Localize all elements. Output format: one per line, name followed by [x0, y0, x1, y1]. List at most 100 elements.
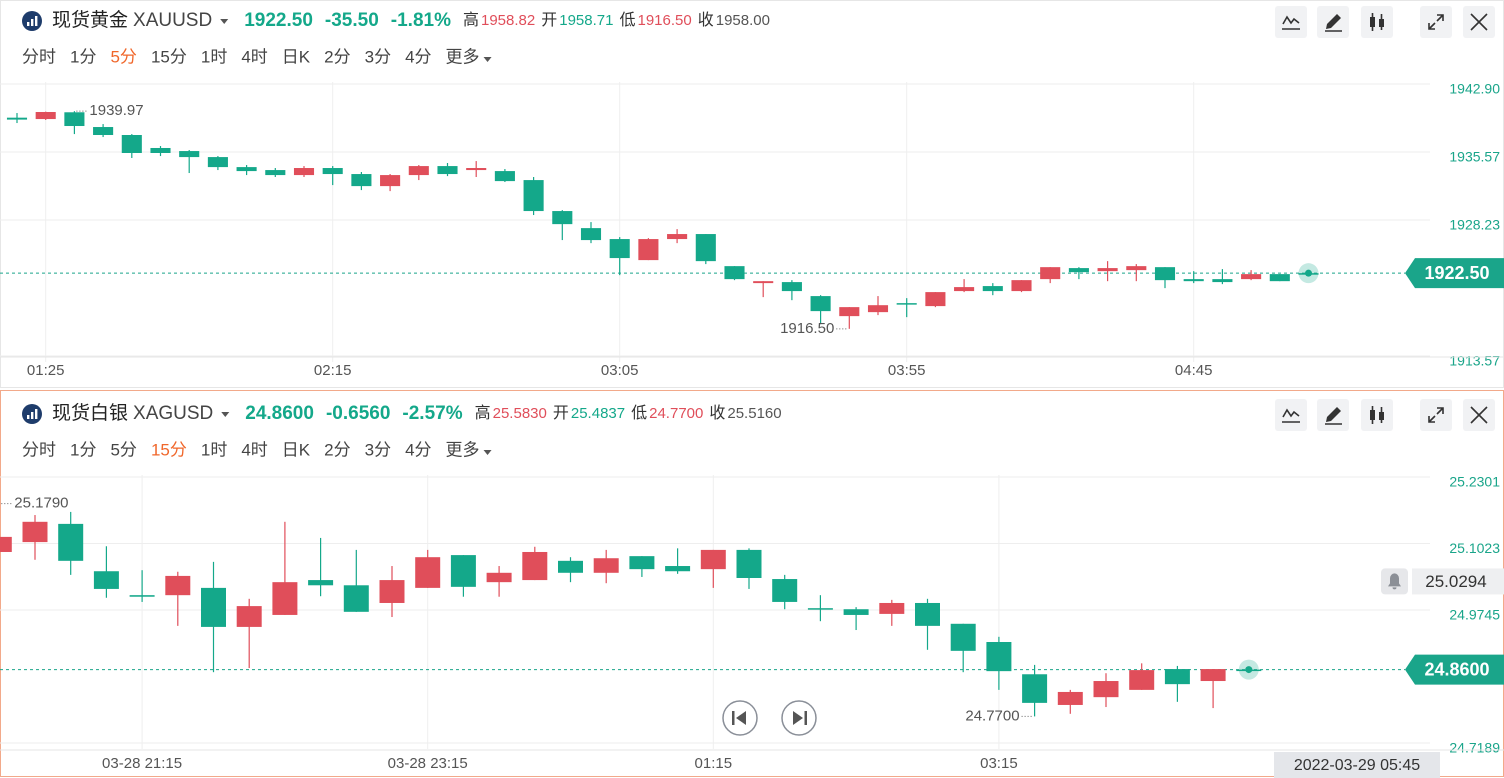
candle-body — [638, 239, 659, 261]
candle-body — [1241, 274, 1262, 280]
interval-tab[interactable]: 2分 — [324, 440, 350, 459]
low-value: 24.7700 — [649, 405, 703, 422]
interval-tab[interactable]: 15分 — [151, 440, 187, 459]
interval-tab[interactable]: 1分 — [70, 440, 96, 459]
silver-panel: 现货白银 XAGUSD 24.8600 -0.6560 -2.57% 高 25.5830 开 2… — [0, 390, 1504, 778]
candle-body — [552, 211, 573, 225]
last-price-label: 24.8600 — [1424, 659, 1489, 679]
interval-tab[interactable]: 更多 — [446, 47, 480, 66]
candle-body — [437, 166, 458, 175]
icon-bar — [27, 22, 30, 26]
x-tick-label: 01:15 — [695, 755, 733, 772]
indicator-button[interactable] — [1361, 399, 1393, 431]
candle-body — [1269, 274, 1290, 282]
interval-tab[interactable]: 更多 — [446, 440, 480, 459]
bell-icon — [1388, 573, 1401, 590]
candle-body — [1154, 267, 1176, 281]
interval-tab[interactable]: 1时 — [201, 47, 227, 66]
icon-bar — [31, 19, 34, 26]
candle-body — [343, 585, 369, 612]
instrument-symbol[interactable]: XAGUSD — [133, 403, 213, 424]
candle-body — [64, 112, 85, 127]
quote-change: -0.6560 — [326, 403, 390, 424]
open-value: 1958.71 — [559, 12, 613, 29]
candle-body — [1022, 674, 1048, 703]
annotation-label: 1916.50 — [780, 320, 834, 337]
interval-tab[interactable]: 4时 — [241, 440, 267, 459]
icon — [1428, 407, 1444, 423]
replay-prev-button[interactable] — [722, 700, 758, 736]
fullscreen-button[interactable] — [1420, 6, 1452, 38]
y-tick-label: 1928.23 — [1449, 217, 1500, 233]
open-label: 开 — [553, 405, 569, 422]
candle-body — [415, 557, 441, 588]
interval-tab[interactable]: 4时 — [241, 47, 267, 66]
candle-body — [1011, 280, 1032, 292]
y-tick-label: 1942.90 — [1449, 81, 1500, 97]
replay-next-button[interactable] — [781, 700, 817, 736]
close-button[interactable] — [1463, 399, 1495, 431]
candle-body — [265, 170, 286, 176]
candle-body — [896, 303, 917, 305]
interval-tab[interactable]: 日K — [282, 440, 311, 459]
candle-body — [982, 286, 1003, 292]
interval-tab[interactable]: 1时 — [201, 440, 227, 459]
interval-tab[interactable]: 1分 — [70, 47, 96, 66]
interval-tab[interactable]: 日K — [282, 47, 311, 66]
candle-body — [1183, 279, 1204, 282]
y-tick-label: 24.9745 — [1449, 607, 1500, 623]
close-label: 收 — [709, 404, 725, 422]
candle-body — [236, 606, 262, 627]
instrument-name[interactable]: 现货白银 — [52, 402, 128, 424]
high-label: 高 — [475, 404, 491, 422]
interval-tab[interactable]: 5分 — [110, 440, 136, 459]
candle-body — [351, 174, 372, 187]
candle-body — [1164, 669, 1190, 685]
fullscreen-button[interactable] — [1420, 399, 1452, 431]
icon — [1282, 408, 1300, 418]
candle-body — [1040, 267, 1061, 280]
chart-type-button[interactable] — [1275, 6, 1307, 38]
candle-body — [700, 549, 726, 570]
interval-tab[interactable]: 4分 — [405, 440, 431, 459]
icon-bar — [35, 16, 38, 26]
draw-button[interactable] — [1317, 399, 1349, 431]
x-tick-label: 03:05 — [601, 362, 639, 379]
interval-tab[interactable]: 15分 — [151, 47, 187, 66]
candle-body — [322, 168, 343, 175]
x-tick-label: 03-28 21:15 — [102, 755, 182, 772]
last-price-tag — [1405, 654, 1504, 685]
icon — [1428, 14, 1444, 30]
annotation-label: 25.1790 — [14, 495, 68, 512]
candle-body — [380, 175, 401, 187]
candle-body — [201, 587, 226, 627]
interval-tab[interactable]: 4分 — [405, 47, 431, 66]
interval-tab[interactable]: 3分 — [365, 47, 391, 66]
candle-body — [129, 595, 155, 597]
high-label: 高 — [463, 11, 479, 29]
interval-tab[interactable]: 分时 — [22, 440, 56, 459]
instrument-symbol[interactable]: XAUUSD — [133, 10, 212, 31]
candle-body — [1097, 268, 1118, 272]
candle-body — [93, 571, 119, 589]
candle-body — [236, 167, 257, 172]
symbol-icon — [22, 404, 42, 424]
interval-tab[interactable]: 3分 — [365, 440, 391, 459]
instrument-name[interactable]: 现货黄金 — [52, 9, 128, 31]
candle-body — [522, 551, 548, 581]
indicator-button[interactable] — [1361, 6, 1393, 38]
draw-button[interactable] — [1317, 6, 1349, 38]
interval-tab[interactable]: 5分 — [110, 47, 136, 66]
low-label: 低 — [619, 11, 635, 29]
candle-body — [810, 296, 831, 312]
candle-body — [839, 307, 860, 317]
last-price-label: 1922.50 — [1424, 263, 1489, 283]
open-label: 开 — [541, 12, 557, 29]
close-button[interactable] — [1463, 6, 1495, 38]
interval-tab[interactable]: 2分 — [324, 47, 350, 66]
candle-body — [35, 112, 56, 120]
interval-tab[interactable]: 分时 — [22, 47, 56, 66]
chart-type-button[interactable] — [1275, 399, 1307, 431]
alert-price-bg — [1412, 568, 1504, 595]
alert-bell-button[interactable] — [1381, 568, 1408, 595]
